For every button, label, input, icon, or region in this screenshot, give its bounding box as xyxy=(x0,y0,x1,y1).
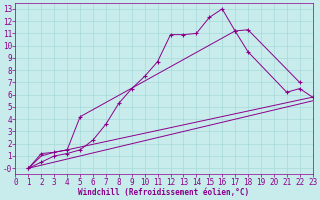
X-axis label: Windchill (Refroidissement éolien,°C): Windchill (Refroidissement éolien,°C) xyxy=(78,188,250,197)
